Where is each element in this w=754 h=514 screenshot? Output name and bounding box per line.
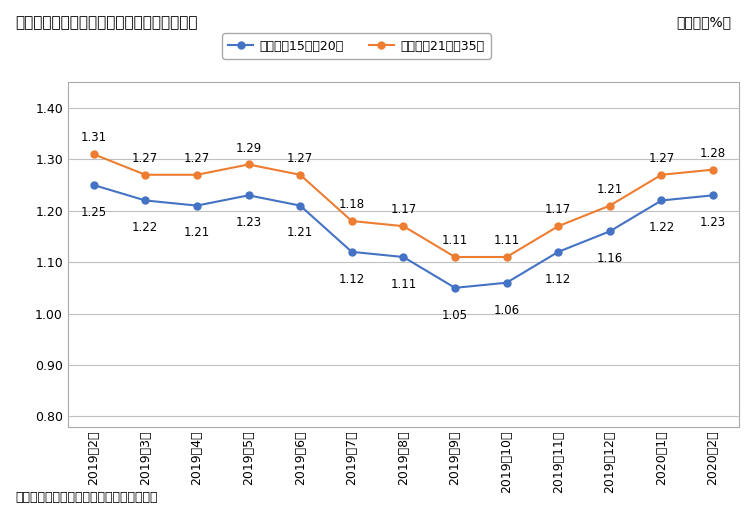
返済期間15年～20年 bbox=[657, 197, 666, 204]
Text: 1.21: 1.21 bbox=[184, 227, 210, 240]
Text: 1.06: 1.06 bbox=[494, 304, 520, 317]
Text: 1.25: 1.25 bbox=[81, 206, 107, 219]
Text: （資料：住宅金融支援機構ホームページ）: （資料：住宅金融支援機構ホームページ） bbox=[15, 491, 158, 504]
Text: 図表２　フラット３５最低・最頻金利の推移: 図表２ フラット３５最低・最頻金利の推移 bbox=[15, 15, 198, 30]
返済期間15年～20年 bbox=[244, 192, 253, 198]
Text: 1.12: 1.12 bbox=[545, 273, 572, 286]
返済期間15年～20年 bbox=[502, 280, 511, 286]
返済期間15年～20年 bbox=[141, 197, 150, 204]
返済期間15年～20年 bbox=[348, 249, 357, 255]
Text: 1.23: 1.23 bbox=[700, 216, 726, 229]
返済期間21年～35年 bbox=[89, 151, 98, 157]
返済期間21年～35年 bbox=[502, 254, 511, 260]
Text: 1.16: 1.16 bbox=[596, 252, 623, 265]
返済期間21年～35年 bbox=[709, 167, 718, 173]
返済期間15年～20年 bbox=[553, 249, 562, 255]
返済期間15年～20年 bbox=[450, 285, 459, 291]
Text: 1.29: 1.29 bbox=[235, 142, 262, 155]
Text: 1.11: 1.11 bbox=[391, 278, 416, 291]
Line: 返済期間21年～35年: 返済期間21年～35年 bbox=[90, 151, 716, 261]
Text: 1.05: 1.05 bbox=[442, 309, 468, 322]
返済期間21年～35年 bbox=[657, 172, 666, 178]
返済期間15年～20年 bbox=[605, 228, 615, 234]
Text: 1.27: 1.27 bbox=[132, 152, 158, 165]
返済期間15年～20年 bbox=[399, 254, 408, 260]
Text: 1.12: 1.12 bbox=[339, 273, 365, 286]
返済期間21年～35年 bbox=[296, 172, 305, 178]
Text: 1.11: 1.11 bbox=[442, 234, 468, 247]
Text: 1.17: 1.17 bbox=[391, 204, 416, 216]
返済期間21年～35年 bbox=[399, 223, 408, 229]
返済期間21年～35年 bbox=[605, 203, 615, 209]
返済期間21年～35年 bbox=[141, 172, 150, 178]
Text: 1.17: 1.17 bbox=[545, 204, 572, 216]
Text: 1.27: 1.27 bbox=[648, 152, 675, 165]
返済期間15年～20年 bbox=[296, 203, 305, 209]
Line: 返済期間15年～20年: 返済期間15年～20年 bbox=[90, 181, 716, 291]
返済期間21年～35年 bbox=[244, 161, 253, 168]
Text: 1.11: 1.11 bbox=[494, 234, 520, 247]
返済期間21年～35年 bbox=[450, 254, 459, 260]
Text: 1.27: 1.27 bbox=[287, 152, 313, 165]
返済期間15年～20年 bbox=[89, 182, 98, 188]
返済期間15年～20年 bbox=[192, 203, 201, 209]
Text: 1.22: 1.22 bbox=[648, 222, 675, 234]
Text: 1.28: 1.28 bbox=[700, 147, 726, 160]
返済期間21年～35年 bbox=[553, 223, 562, 229]
Text: 1.18: 1.18 bbox=[339, 198, 365, 211]
Text: （単位：%）: （単位：%） bbox=[676, 15, 731, 29]
返済期間21年～35年 bbox=[348, 218, 357, 224]
Text: 1.23: 1.23 bbox=[235, 216, 262, 229]
返済期間15年～20年 bbox=[709, 192, 718, 198]
Legend: 返済期間15年～20年, 返済期間21年～35年: 返済期間15年～20年, 返済期間21年～35年 bbox=[222, 33, 491, 59]
Text: 1.22: 1.22 bbox=[132, 222, 158, 234]
Text: 1.21: 1.21 bbox=[596, 183, 623, 196]
Text: 1.27: 1.27 bbox=[184, 152, 210, 165]
返済期間21年～35年 bbox=[192, 172, 201, 178]
Text: 1.31: 1.31 bbox=[81, 132, 107, 144]
Text: 1.21: 1.21 bbox=[287, 227, 313, 240]
